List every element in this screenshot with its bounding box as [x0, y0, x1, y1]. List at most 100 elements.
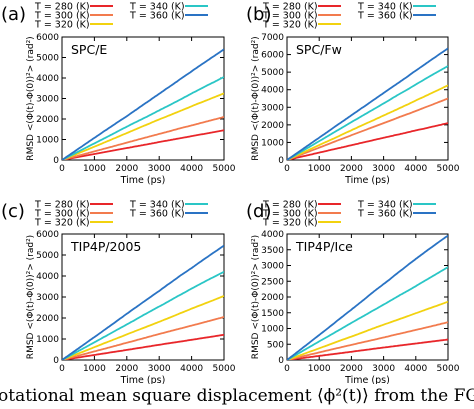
y-tick-label: 1000 — [261, 325, 284, 335]
y-tick-label: 3000 — [36, 95, 59, 105]
figure: (a) T = 280 (K)T = 300 (K)T = 320 (K)T = … — [1, 2, 460, 385]
x-tick-label: 4000 — [180, 164, 203, 174]
x-tick-label: 5000 — [213, 164, 236, 174]
chart-panel-2: (b)T = 280 (K)T = 300 (K)T = 320 (K) T = … — [246, 2, 460, 187]
y-tick-label: 2000 — [261, 121, 284, 131]
legend-label: T = 280 (K) — [34, 2, 90, 13]
series-line-2 — [287, 321, 448, 360]
panel-title-bg — [67, 41, 111, 59]
x-tick-label: 2000 — [115, 164, 138, 174]
y-tick-label: 3000 — [261, 262, 284, 272]
panel-title: TIP4P/2005 — [67, 238, 147, 256]
legend-label: T = 360 (K) — [357, 209, 413, 220]
legend-label: T = 360 (K) — [129, 11, 185, 22]
x-tick-label: 1000 — [83, 164, 106, 174]
x-tick-label: 5000 — [437, 364, 460, 374]
y-tick-label: 1000 — [36, 136, 59, 146]
legend-label: T = 340 (K) — [129, 200, 185, 211]
x-axis-label: Time (ps) — [120, 175, 166, 186]
y-tick-label: 1000 — [261, 138, 284, 148]
x-tick-label: 1000 — [308, 364, 331, 374]
x-tick-label: 5000 — [213, 364, 236, 374]
y-tick-label: 6000 — [36, 33, 59, 43]
y-tick-label: 5000 — [36, 251, 59, 261]
y-axis-label: RMSD <(Φ(t)-Φ(0))²> (rad²) — [251, 235, 261, 359]
x-tick-label: 4000 — [404, 164, 427, 174]
panel-label: (d) — [246, 201, 271, 222]
legend-label: T = 360 (K) — [129, 209, 185, 220]
legend-label: T = 320 (K) — [34, 20, 90, 31]
series-line-2 — [287, 97, 448, 160]
y-tick-label: 1000 — [36, 335, 59, 345]
y-tick-label: 4000 — [36, 74, 59, 84]
legend-label: T = 320 (K) — [34, 218, 90, 229]
y-tick-label: 2500 — [261, 277, 284, 287]
x-tick-label: 5000 — [437, 164, 460, 174]
legend-label: T = 300 (K) — [34, 11, 90, 22]
panel-title-bg — [67, 238, 147, 256]
legend-label: T = 300 (K) — [262, 209, 318, 220]
y-tick-label: 4000 — [36, 272, 59, 282]
x-tick-label: 3000 — [372, 364, 395, 374]
x-tick-label: 3000 — [148, 364, 171, 374]
x-tick-label: 2000 — [115, 364, 138, 374]
y-axis-label: RMSD <(Φ(t)-Φ(0))²> (rad²) — [251, 36, 261, 160]
panel-label: (a) — [1, 4, 26, 25]
legend-label: T = 280 (K) — [262, 200, 318, 211]
legend-label: T = 340 (K) — [357, 2, 413, 13]
x-tick-label: 2000 — [340, 164, 363, 174]
x-tick-label: 3000 — [148, 164, 171, 174]
panel-label: (b) — [246, 4, 271, 25]
series-line-1 — [287, 122, 448, 160]
y-tick-label: 0 — [278, 156, 284, 166]
x-tick-label: 0 — [59, 364, 65, 374]
y-axis-label: RMSD <(Φ(t)-Φ(0))²> (rad²) — [26, 235, 36, 359]
y-axis-label: RMSD <(Φ(t)-Φ(0))²> (rad²) — [26, 36, 36, 160]
series-line-4 — [287, 65, 448, 160]
panel-label: (c) — [1, 201, 25, 222]
y-tick-label: 0 — [53, 356, 59, 366]
y-tick-label: 0 — [278, 356, 284, 366]
legend-label: T = 280 (K) — [34, 200, 90, 211]
legend-label: T = 360 (K) — [357, 11, 413, 22]
panel-title: SPC/E — [67, 41, 111, 59]
x-tick-label: 3000 — [372, 164, 395, 174]
y-tick-label: 0 — [53, 156, 59, 166]
y-tick-label: 4000 — [261, 86, 284, 96]
y-tick-label: 1500 — [261, 309, 284, 319]
series-line-3 — [62, 295, 224, 360]
figure-caption: otational mean square displacement ⟨ϕ²(t… — [0, 386, 474, 406]
series-line-5 — [62, 244, 224, 360]
panel-title: TIP4P/Ice — [292, 238, 365, 256]
series-line-3 — [287, 84, 448, 160]
series-line-1 — [287, 338, 448, 360]
panel-title-text: TIP4P/2005 — [70, 239, 141, 254]
y-tick-label: 2000 — [261, 293, 284, 303]
series-line-4 — [62, 76, 224, 160]
y-tick-label: 4000 — [261, 230, 284, 240]
legend-label: T = 320 (K) — [262, 218, 318, 229]
legend-label: T = 300 (K) — [262, 11, 318, 22]
chart-panel-4: (d)T = 280 (K)T = 300 (K)T = 320 (K) T = … — [246, 200, 460, 385]
legend-label: T = 340 (K) — [357, 200, 413, 211]
series-line-5 — [287, 47, 448, 160]
x-tick-label: 2000 — [340, 364, 363, 374]
legend-label: T = 300 (K) — [34, 209, 90, 220]
x-axis-label: Time (ps) — [344, 175, 390, 186]
x-axis-label: Time (ps) — [344, 375, 390, 384]
series-line-5 — [62, 48, 224, 160]
panel-title-bg — [292, 41, 344, 59]
series-line-2 — [62, 316, 224, 360]
y-tick-label: 6000 — [261, 51, 284, 61]
series-line-4 — [287, 266, 448, 360]
x-tick-label: 4000 — [404, 364, 427, 374]
x-tick-label: 4000 — [180, 364, 203, 374]
series-line-2 — [62, 116, 224, 160]
y-tick-label: 6000 — [36, 230, 59, 240]
legend-label: T = 280 (K) — [262, 2, 318, 13]
panel-title-text: TIP4P/Ice — [295, 239, 353, 254]
chart-panel-3: (c) T = 280 (K)T = 300 (K)T = 320 (K) T = … — [1, 200, 236, 385]
y-tick-label: 2000 — [36, 115, 59, 125]
x-tick-label: 1000 — [83, 364, 106, 374]
x-axis-label: Time (ps) — [120, 375, 166, 384]
